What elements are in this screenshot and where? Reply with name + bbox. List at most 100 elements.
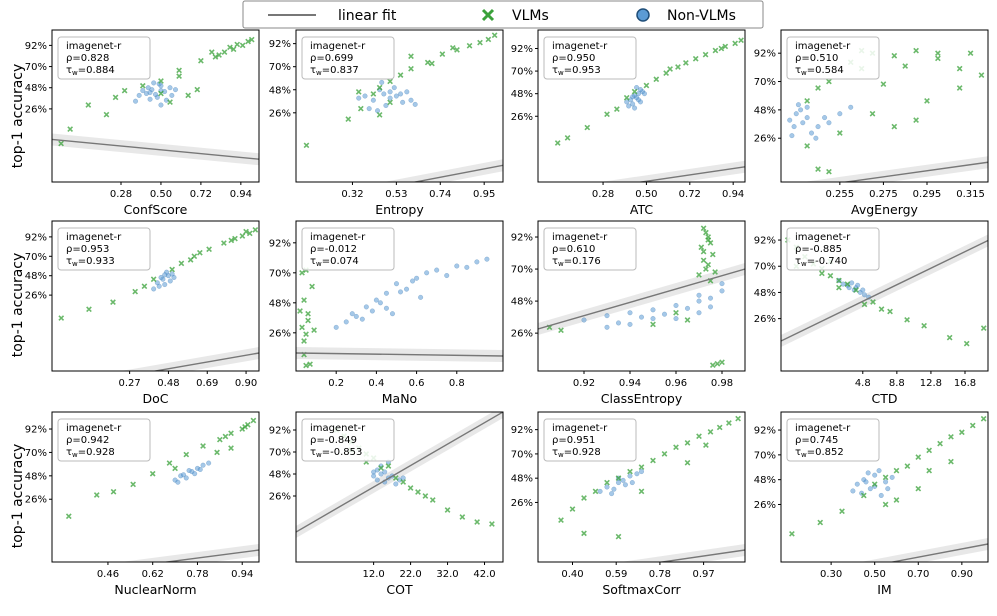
- panel-atc: 92% 70% 48% 26% 0.28 0.50 0.72 0.94 ATC imagenet-…: [511, 29, 746, 217]
- nonvlm-point: [791, 124, 797, 130]
- xtick-label: 0.59: [605, 569, 627, 580]
- nonvlm-point: [172, 87, 179, 93]
- nonvlm-point: [370, 97, 376, 103]
- nonvlm-point: [813, 135, 819, 141]
- stats-dataset: imagenet-r: [552, 232, 608, 243]
- ytick-label: 70%: [511, 265, 533, 276]
- fit-line: [657, 549, 745, 562]
- panels: 92% 70% 48% 26% 0.28 0.50 0.72 0.94 ConfScore ima…: [25, 29, 989, 597]
- panel-nuclearnorm: 92% 70% 48% 26% 0.46 0.62 0.78 0.94 NuclearNorm i…: [25, 411, 260, 597]
- nonvlm-point: [696, 298, 702, 304]
- ytick-label: 48%: [511, 297, 533, 308]
- vlm-point: [305, 310, 311, 317]
- stats-rho: ρ=-0.012: [310, 244, 357, 255]
- vlm-point: [466, 42, 473, 49]
- vlm-point: [139, 82, 146, 89]
- vlm-point: [228, 445, 234, 452]
- vlm-point: [844, 281, 851, 287]
- legend-nonvlm-icon: [636, 8, 650, 22]
- ytick-label: 92%: [269, 426, 291, 437]
- ytick-label: 70%: [269, 62, 291, 73]
- nonvlm-point: [581, 317, 587, 323]
- vlm-point: [638, 488, 645, 495]
- vlm-point: [252, 226, 259, 233]
- stats-rho: ρ=0.950: [552, 53, 595, 64]
- vlm-point: [714, 360, 721, 367]
- xtick-label: 42.0: [473, 569, 495, 580]
- vlm-point: [702, 51, 709, 58]
- stats-rho: ρ=0.610: [552, 244, 595, 255]
- nonvlm-point: [638, 469, 645, 475]
- stats-box: [301, 418, 395, 462]
- xtick-label: 12.0: [362, 569, 384, 580]
- vlm-point: [880, 81, 887, 87]
- nonvlm-point: [630, 101, 636, 107]
- nonvlm-point: [609, 491, 615, 497]
- stats-box: [786, 227, 880, 271]
- vlm-point: [819, 270, 825, 277]
- nonvlm-point: [837, 111, 843, 117]
- nonvlm-point: [878, 492, 884, 499]
- xtick-label: 0.30: [820, 569, 842, 580]
- xtick-label: 0.275: [869, 189, 898, 200]
- xtick-label: 0.40: [561, 569, 583, 580]
- nonvlm-point: [412, 101, 418, 107]
- vlm-point: [230, 46, 237, 53]
- nonvlm-point: [136, 92, 142, 98]
- vlm-point: [946, 334, 953, 341]
- vlm-point: [110, 488, 117, 495]
- nonvlm-point: [197, 466, 203, 472]
- nonvlm-point: [382, 469, 388, 475]
- vlm-point: [726, 420, 732, 426]
- stats-box: [543, 36, 637, 80]
- vlm-point: [643, 82, 650, 89]
- nonvlm-point: [377, 300, 383, 306]
- nonvlm-point: [151, 286, 157, 292]
- vlm-point: [893, 497, 900, 503]
- legend-nonvlm-label: Non-VLMs: [667, 8, 736, 24]
- vlm-point: [921, 322, 927, 329]
- vlm-point: [700, 248, 707, 255]
- row3-ylabel: top-1 accuracy: [10, 444, 26, 549]
- vlm-point: [305, 317, 311, 324]
- vlm-point: [234, 41, 241, 48]
- ytick-label: 48%: [754, 105, 776, 116]
- nonvlm-point: [145, 85, 151, 91]
- stats-box: [57, 418, 151, 462]
- nonvlm-point: [626, 103, 632, 109]
- ytick-label: 48%: [511, 89, 533, 100]
- nonvlm-point: [630, 94, 636, 100]
- xlabel: COT: [386, 582, 413, 597]
- nonvlm-point: [707, 295, 714, 301]
- vlm-point: [185, 92, 192, 99]
- nonvlm-point: [673, 302, 679, 309]
- ytick-label: 92%: [511, 425, 533, 436]
- fit-line: [538, 268, 745, 330]
- stats-tau: τw=0.837: [310, 65, 359, 77]
- vlm-point: [937, 440, 943, 447]
- nonvlm-point: [604, 484, 610, 490]
- nonvlm-point: [393, 281, 400, 287]
- vlm-point: [667, 66, 673, 72]
- nonvlm-point: [180, 472, 187, 478]
- nonvlm-point: [183, 475, 189, 481]
- vlm-point: [836, 277, 842, 284]
- xtick-label: 0.98: [711, 378, 733, 389]
- nonvlm-point: [343, 319, 349, 325]
- vlm-point: [245, 38, 251, 45]
- nonvlm-point: [826, 120, 832, 126]
- stats-tau: τw=0.928: [66, 447, 115, 459]
- nonvlm-point: [650, 316, 656, 322]
- vlm-point: [718, 45, 725, 52]
- xlabel: ConfScore: [124, 202, 188, 217]
- xtick-label: 0.72: [679, 189, 701, 200]
- nonvlm-point: [624, 99, 630, 105]
- vlm-point: [926, 447, 933, 454]
- stats-rho: ρ=-0.885: [795, 244, 842, 255]
- nonvlm-point: [641, 91, 648, 97]
- xtick-label: 32.0: [436, 569, 458, 580]
- vlm-point: [735, 415, 741, 422]
- fit-line: [161, 549, 259, 562]
- vlm-point: [158, 90, 164, 97]
